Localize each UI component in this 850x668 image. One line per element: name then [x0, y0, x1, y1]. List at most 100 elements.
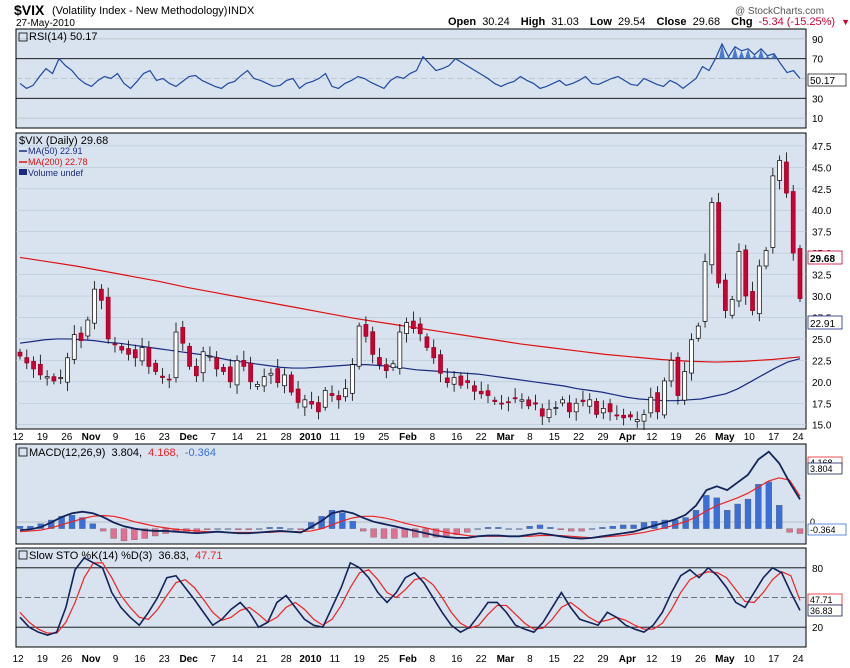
candle-down	[675, 356, 681, 396]
candle-up	[207, 355, 213, 358]
macd-hist-bar	[100, 528, 107, 532]
price-tick-label: 40.0	[812, 206, 832, 217]
date-tick-label: 22	[573, 432, 585, 443]
sto-k-last-label: 36.83	[810, 606, 833, 616]
candle-down	[539, 408, 545, 417]
macd-hist-bar	[79, 517, 86, 529]
macd-hist-bar	[495, 527, 502, 529]
macd-hist-bar	[776, 505, 783, 529]
date-axis-bottom: 12 19 26 Nov 9 16 23 Dec 7 14 21 28 2010 11 19 25 Feb 8 16…	[12, 654, 804, 665]
macd-hist-bar	[713, 497, 720, 529]
candle-up	[668, 360, 674, 382]
date-tick-label: 26	[61, 432, 73, 443]
candle-up	[92, 288, 97, 324]
price-tick-label: 37.5	[812, 228, 832, 239]
candle-down	[411, 320, 416, 329]
candle-up	[255, 384, 260, 387]
macd-hist-bar	[620, 524, 627, 529]
candle-down	[363, 324, 369, 337]
sto-k-last-box	[807, 604, 843, 617]
date-tick-label: Nov	[82, 432, 101, 443]
date-tick-label: 29	[597, 432, 609, 443]
date-tick-label: 14	[232, 432, 244, 443]
candle-up	[343, 388, 348, 398]
sto-tick-label: 20	[812, 623, 824, 634]
macd-title-signal: 4.168,	[148, 447, 179, 459]
price-tick-label: 22.5	[812, 356, 832, 367]
macd-hist-bar	[214, 528, 221, 530]
candle-down	[105, 296, 111, 340]
macd-hist-bar	[16, 526, 24, 529]
macd-hist-bar	[235, 528, 242, 530]
exchange: INDX	[228, 5, 255, 17]
candle-up	[641, 414, 647, 422]
price-tick-label: 15.0	[812, 421, 832, 432]
candle-down	[621, 414, 627, 419]
macd-hist-bar	[204, 528, 211, 530]
candle-down	[485, 390, 491, 396]
macd-hist-bar	[692, 510, 700, 529]
date-tick-label: Mar	[497, 654, 515, 665]
macd-hist-bar	[464, 528, 471, 533]
candle-up	[560, 399, 565, 404]
candle-down	[193, 366, 199, 377]
candle-down	[78, 332, 84, 341]
date-tick-label: 26	[695, 432, 707, 443]
candle-up	[553, 407, 559, 409]
macd-hist-bar	[630, 524, 637, 529]
candle-up	[44, 376, 50, 379]
date-tick-label: 8	[527, 432, 533, 443]
macd-hist-bar	[734, 503, 741, 529]
symbol: $VIX	[14, 2, 45, 18]
candle-up	[390, 363, 396, 368]
candle-up	[71, 334, 77, 360]
candle-up	[587, 399, 593, 407]
ohlc-summary: Open 30.24 High 31.03 Low 29.54 Close 29…	[448, 16, 850, 28]
sto-icon	[18, 550, 28, 560]
macd-title-hist: -0.364	[185, 447, 216, 459]
rsi-icon	[18, 32, 28, 42]
candle-down	[37, 363, 43, 376]
macd-hist-bar	[474, 528, 481, 530]
date-tick-label: 12	[12, 432, 24, 443]
candle-up	[58, 377, 64, 379]
stochastics-panel: Slow STO %K(14) %D(3) 36.83, 47.71 8020 …	[15, 547, 843, 648]
candle-down	[221, 367, 226, 372]
candle-down	[492, 399, 498, 402]
macd-hist-bar	[141, 528, 148, 539]
macd-hist-bar	[484, 527, 492, 529]
candles	[17, 152, 803, 431]
price-tick-label: 25.0	[812, 335, 832, 346]
candle-down	[478, 390, 484, 395]
macd-zero-label: 0	[810, 517, 815, 527]
candle-up	[763, 250, 769, 267]
candle-down	[295, 388, 301, 403]
candle-down	[465, 380, 471, 384]
price-tick-label: 42.5	[812, 185, 832, 196]
candle-down	[51, 376, 57, 382]
macd-hist-bar	[505, 528, 512, 530]
candle-up	[65, 357, 70, 383]
candle-down	[580, 399, 586, 402]
quote-date: 27-May-2010	[16, 18, 75, 29]
rsi-tick-label: 90	[812, 35, 824, 46]
ma50-last-box	[807, 315, 843, 330]
candle-up	[702, 261, 708, 322]
macd-hist-bar	[755, 484, 762, 529]
date-tick-label: 8	[430, 654, 436, 665]
candle-up	[234, 360, 240, 386]
candle-up	[695, 325, 701, 339]
candle-up	[682, 371, 688, 401]
macd-hist-bar	[120, 528, 128, 542]
date-tick-label: Feb	[399, 432, 417, 443]
date-tick-label: 19	[37, 432, 49, 443]
candle-down	[512, 397, 518, 400]
legend-ma50: MA(50) 22.91	[28, 146, 83, 156]
candle-down	[146, 347, 152, 367]
candle-down	[628, 414, 633, 418]
rsi-line	[19, 42, 801, 90]
candle-up	[634, 419, 640, 422]
macd-hist-bar	[256, 528, 263, 530]
candle-down	[329, 393, 335, 396]
sto-k-line	[19, 556, 801, 636]
